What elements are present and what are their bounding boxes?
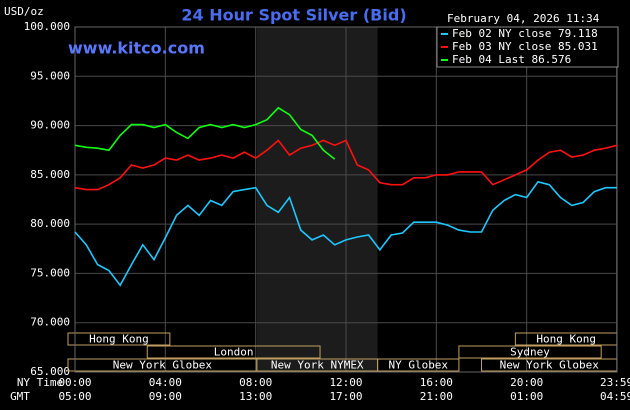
session-box <box>67 332 171 346</box>
y-tick-label: 70.000 <box>30 316 70 329</box>
x-gmt-label: 13:00 <box>239 390 272 403</box>
x-gmt-label: 05:00 <box>58 390 91 403</box>
series-line <box>74 180 617 287</box>
x-row-label: NY Time <box>17 376 63 389</box>
x-tick-label: 20:00 <box>510 376 543 389</box>
y-tick-label: 85.000 <box>30 168 70 181</box>
series-line <box>74 139 618 191</box>
x-tick-label: 04:00 <box>149 376 182 389</box>
session-shade <box>256 27 378 372</box>
session-label: Hong Kong <box>536 333 596 346</box>
y-tick-label: 65.000 <box>30 365 70 378</box>
legend-label: Feb 02 NY close 79.118 <box>452 27 598 40</box>
x-tick-label: 08:00 <box>239 376 272 389</box>
source: www.kitco.com <box>68 39 205 58</box>
y-tick-label: 95.000 <box>30 69 70 82</box>
x-gmt-label: 01:00 <box>510 390 543 403</box>
session-label: New York Globex <box>113 359 213 372</box>
x-gmt-label: 09:00 <box>149 390 182 403</box>
x-tick-label: 00:00 <box>58 376 91 389</box>
x-tick-label: 16:00 <box>420 376 453 389</box>
x-tick-label: 23:59 <box>600 376 630 389</box>
timestamp: February 04, 2026 11:34 <box>447 12 600 25</box>
session-box <box>146 345 321 359</box>
session-label: NY Globex <box>388 359 448 372</box>
plot-frame <box>74 26 618 373</box>
x-gmt-label: 17:00 <box>329 390 362 403</box>
y-tick-label: 100.000 <box>24 20 70 33</box>
x-row-label: GMT <box>10 390 30 403</box>
session-label: New York NYMEX <box>271 359 364 372</box>
y-tick-label: 80.000 <box>30 217 70 230</box>
legend-box <box>436 26 619 68</box>
x-tick-label: 12:00 <box>329 376 362 389</box>
y-unit: USD/oz <box>4 5 44 18</box>
session-label: New York Globex <box>500 359 600 372</box>
legend-label: Feb 04 Last 86.576 <box>452 53 571 66</box>
chart-title: 24 Hour Spot Silver (Bid) <box>181 6 406 25</box>
x-gmt-label: 04:59 <box>600 390 630 403</box>
session-box <box>458 345 602 359</box>
session-label: Sydney <box>510 346 550 359</box>
series-line <box>74 106 336 160</box>
session-label: London <box>214 346 254 359</box>
y-tick-label: 75.000 <box>30 266 70 279</box>
session-label: Hong Kong <box>89 333 149 346</box>
x-gmt-label: 21:00 <box>420 390 453 403</box>
y-tick-label: 90.000 <box>30 119 70 132</box>
legend-label: Feb 03 NY close 85.031 <box>452 40 598 53</box>
session-box <box>377 358 460 372</box>
